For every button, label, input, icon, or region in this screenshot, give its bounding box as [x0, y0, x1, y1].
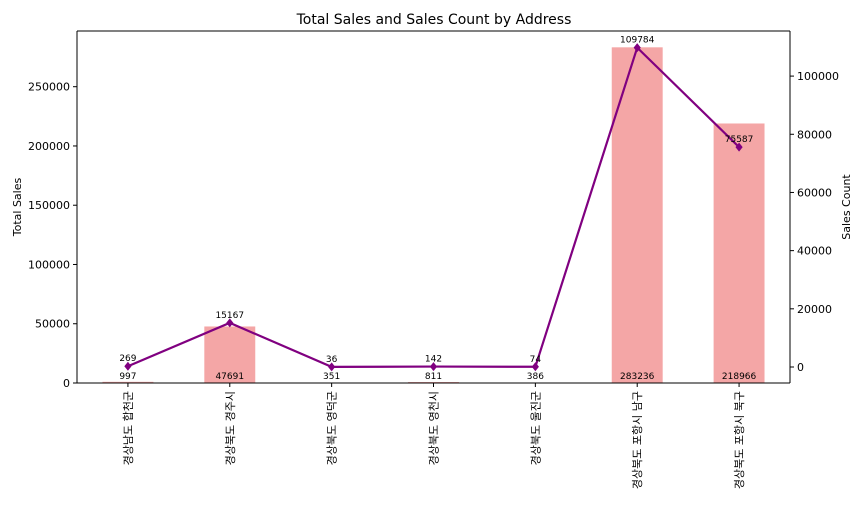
line-marker: [328, 362, 336, 372]
line-value-label: 15167: [215, 311, 244, 321]
bar: [102, 381, 154, 383]
y2-tick-label: 60000: [797, 186, 832, 199]
line-value-label: 36: [326, 355, 338, 365]
y2-tick-label: 100000: [797, 70, 839, 83]
y2-tick-label: 20000: [797, 303, 832, 316]
x-tick-label: 경상북도 영덕군: [326, 391, 339, 465]
line-marker: [124, 361, 132, 371]
line-layer: [124, 43, 743, 372]
line-value-label: 75587: [725, 135, 754, 145]
x-tick-label: 경상북도 경주시: [224, 391, 237, 465]
y2-axis-label: Sales Count: [840, 174, 853, 240]
y-tick-label: 0: [63, 377, 70, 390]
bar: [713, 123, 765, 383]
axes-layer: 0 50000 100000 150000 200000 250000 0 20000 4000…: [28, 30, 839, 489]
y-axis-label: Total Sales: [11, 178, 24, 238]
line-marker: [633, 43, 641, 53]
chart-title: Total Sales and Sales Count by Address: [296, 12, 572, 28]
y-tick-label: 250000: [28, 81, 70, 94]
y2-tick-label: 0: [797, 361, 804, 374]
bar: [204, 326, 256, 383]
bar-value-label: 351: [323, 372, 340, 382]
bars-layer: [102, 47, 765, 384]
data-labels-layer: 997 47691 351 811 386 283236 218966 269 15167 36 1…: [119, 36, 756, 382]
y-tick-label: 100000: [28, 258, 70, 271]
x-tick-label: 경상남도 합천군: [121, 391, 135, 465]
bar-value-label: 811: [425, 372, 442, 382]
x-tick-label: 경상북도 울진군: [529, 391, 542, 465]
bar-value-label: 997: [119, 372, 136, 382]
line-value-label: 74: [530, 355, 542, 365]
y2-tick-label: 80000: [797, 128, 832, 141]
x-tick-label: 경상북도 포항시 남구: [631, 391, 644, 489]
bar-value-label: 283236: [620, 372, 655, 382]
bar: [611, 47, 663, 383]
line-value-label: 109784: [620, 36, 655, 46]
line-marker: [531, 362, 539, 372]
line-value-label: 269: [119, 354, 136, 364]
bar-value-label: 218966: [722, 372, 757, 382]
bar-value-label: 386: [527, 372, 544, 382]
x-tick-label: 경상북도 포항시 북구: [733, 391, 746, 489]
y2-tick-label: 40000: [797, 245, 832, 258]
line-marker: [226, 318, 234, 328]
y-tick-label: 200000: [28, 140, 70, 153]
y-tick-label: 150000: [28, 199, 70, 212]
bar-value-label: 47691: [215, 372, 244, 382]
x-tick-label: 경상북도 영천시: [427, 391, 441, 465]
y-tick-label: 50000: [35, 318, 70, 331]
line-marker: [429, 362, 438, 372]
line-value-label: 142: [425, 355, 442, 365]
line-marker: [735, 142, 743, 152]
